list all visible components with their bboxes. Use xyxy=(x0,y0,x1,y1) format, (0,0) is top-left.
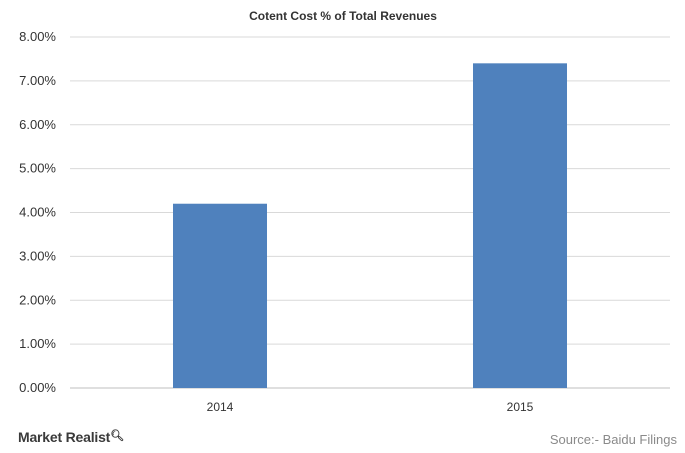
y-axis: 0.00% 1.00% 2.00% 3.00% 4.00% 5.00% 6.00% 7.00%… xyxy=(19,29,56,395)
x-tick-label: 2014 xyxy=(207,400,234,414)
brand-name: Market Realist xyxy=(18,429,111,445)
y-tick-label: 4.00% xyxy=(19,205,56,220)
brand-logo: Market Realist🔍︎ xyxy=(18,429,124,445)
y-tick-label: 5.00% xyxy=(19,161,56,176)
x-tick-label: 2015 xyxy=(507,400,534,414)
y-tick-label: 2.00% xyxy=(19,292,56,307)
y-tick-label: 6.00% xyxy=(19,117,56,132)
bar-2015 xyxy=(473,63,567,388)
x-axis: 2014 2015 xyxy=(207,400,534,414)
y-tick-label: 7.00% xyxy=(19,73,56,88)
gridlines xyxy=(70,36,670,389)
y-tick-label: 8.00% xyxy=(19,29,56,44)
y-tick-label: 0.00% xyxy=(19,380,56,395)
bars xyxy=(173,63,567,388)
y-tick-label: 3.00% xyxy=(19,248,56,263)
chart-title: Cotent Cost % of Total Revenues xyxy=(249,9,437,23)
source-note: Source:- Baidu Filings xyxy=(549,432,677,447)
magnifier-icon: 🔍︎ xyxy=(110,430,124,442)
bar-2014 xyxy=(173,203,267,388)
y-tick-label: 1.00% xyxy=(19,336,56,351)
